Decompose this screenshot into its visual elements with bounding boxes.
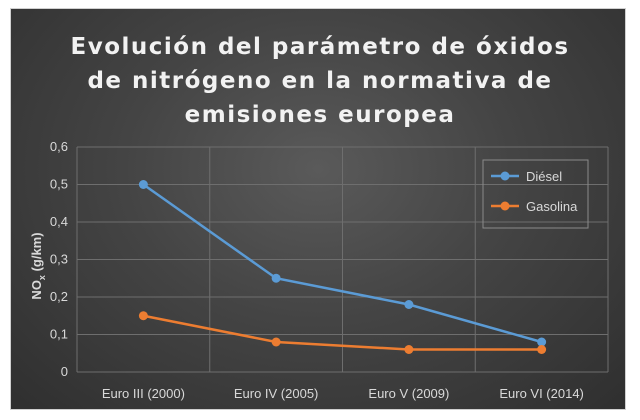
legend-label: Diésel xyxy=(526,169,562,184)
legend-swatch-marker xyxy=(500,201,510,211)
y-tick-label: 0 xyxy=(61,364,68,379)
y-tick-label: 0,3 xyxy=(50,252,68,267)
legend-box xyxy=(482,159,589,229)
x-tick-label: Euro VI (2014) xyxy=(499,386,584,401)
chart-title: Evolución del parámetro de óxidos de nit… xyxy=(0,30,640,132)
grid-lines xyxy=(76,146,609,373)
y-tick-label: 0,1 xyxy=(50,327,68,342)
legend-label: Gasolina xyxy=(526,199,578,214)
series-line-1 xyxy=(142,183,542,344)
data-point xyxy=(404,300,414,309)
chart-background xyxy=(10,8,626,410)
y-tick-label: 0,6 xyxy=(50,139,68,154)
legend-swatch-marker xyxy=(500,171,510,181)
y-tick-label: 0,4 xyxy=(50,214,68,229)
data-point xyxy=(138,180,148,189)
series-group xyxy=(138,180,547,354)
x-tick-label: Euro III (2000) xyxy=(102,386,185,401)
data-point xyxy=(138,311,148,321)
y-axis-label-unit: (g/km) xyxy=(29,232,44,275)
data-point xyxy=(404,345,414,354)
data-point xyxy=(537,337,547,347)
y-axis-ticks: 0 0,1 0,2 0,3 0,4 0,5 0,6 xyxy=(50,139,68,379)
y-axis-label-main: NO xyxy=(29,280,44,300)
y-tick-label: 0,2 xyxy=(50,289,68,304)
x-tick-label: Euro V (2009) xyxy=(368,386,449,401)
series-line-2 xyxy=(143,314,542,351)
x-tick-label: Euro IV (2005) xyxy=(234,386,319,401)
data-point xyxy=(271,273,281,283)
x-axis-ticks: Euro III (2000) Euro IV (2005) Euro V (200… xyxy=(102,386,584,401)
chart-title-line-3: emisiones europea xyxy=(184,102,456,128)
data-point xyxy=(271,337,281,347)
data-point xyxy=(537,345,547,354)
y-axis-label: NOx (g/km) xyxy=(29,232,47,299)
legend: Diésel Gasolina xyxy=(482,159,589,229)
y-tick-label: 0,5 xyxy=(50,177,68,192)
chart-title-line-2: de nitrógeno en la normativa de xyxy=(87,68,553,94)
y-axis-label-sub: x xyxy=(37,275,47,280)
chart-title-line-1: Evolución del parámetro de óxidos xyxy=(70,34,570,60)
